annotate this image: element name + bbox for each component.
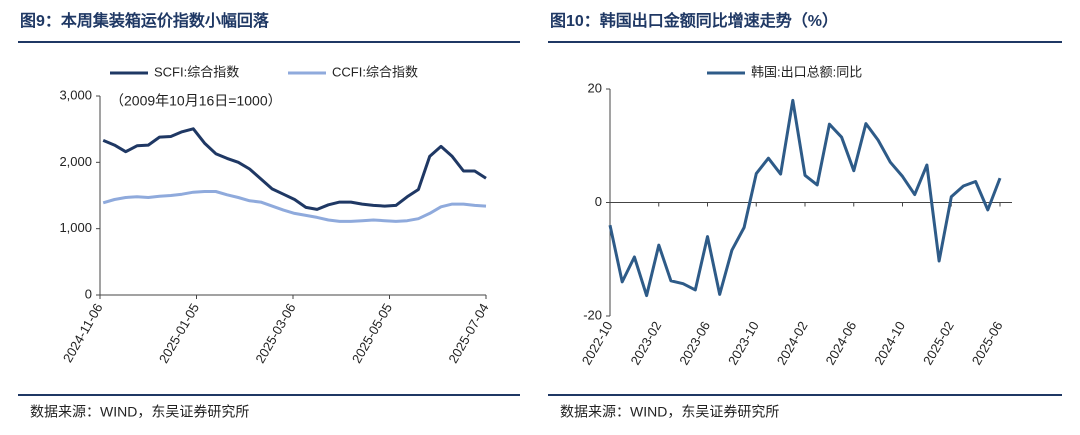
x-tick-label: 2022-10 bbox=[579, 319, 616, 368]
x-tick-label: 2025-02 bbox=[920, 319, 957, 368]
source: 数据来源：WIND，东吴证券研究所 bbox=[30, 404, 249, 420]
source: 数据来源：WIND，东吴证券研究所 bbox=[560, 404, 779, 420]
x-tick-label: 2025-01-05 bbox=[156, 301, 202, 366]
y-tick-label: -20 bbox=[583, 307, 602, 322]
x-tick-label: 2024-10 bbox=[871, 319, 908, 368]
x-tick-label: 2023-06 bbox=[676, 319, 713, 368]
legend-label: CCFI:综合指数 bbox=[332, 64, 418, 79]
y-tick-label: 2,000 bbox=[59, 154, 92, 169]
legend-label: SCFI:综合指数 bbox=[154, 64, 239, 79]
chart-title: 图9：本周集装箱运价指数小幅回落 bbox=[20, 11, 270, 30]
y-tick-label: 1,000 bbox=[59, 220, 92, 235]
x-tick-label: 2023-10 bbox=[725, 319, 762, 368]
chart-title: 图10：韩国出口金额同比增速走势（%） bbox=[550, 11, 838, 30]
y-tick-label: 20 bbox=[588, 80, 602, 95]
x-tick-label: 2025-06 bbox=[969, 319, 1006, 368]
y-tick-label: 3,000 bbox=[59, 87, 92, 102]
x-tick-label: 2025-07-04 bbox=[445, 301, 491, 366]
y-tick-label: 0 bbox=[595, 194, 602, 209]
x-tick-label: 2024-02 bbox=[774, 319, 811, 368]
legend-label: 韩国:出口总额:同比 bbox=[751, 64, 862, 79]
series-line bbox=[608, 98, 1002, 298]
x-tick-label: 2025-05-05 bbox=[349, 301, 395, 366]
y-tick-label: 0 bbox=[85, 286, 92, 301]
x-tick-label: 2025-03-06 bbox=[252, 301, 298, 366]
annotation: （2009年10月16日=1000） bbox=[110, 93, 282, 109]
series-line bbox=[102, 190, 487, 223]
series-line bbox=[102, 127, 487, 211]
x-tick-label: 2024-06 bbox=[822, 319, 859, 368]
x-tick-label: 2024-11-06 bbox=[60, 301, 106, 365]
x-tick-label: 2023-02 bbox=[627, 319, 664, 368]
